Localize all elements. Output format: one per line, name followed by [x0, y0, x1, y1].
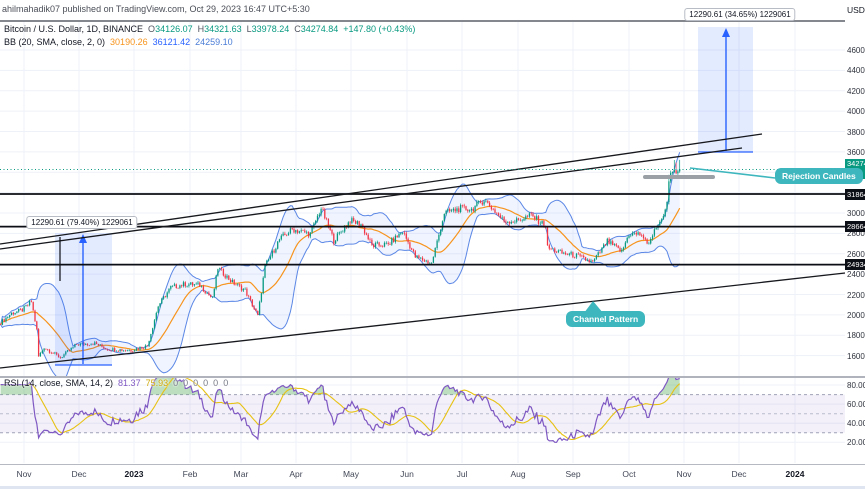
time-axis-label: May — [342, 469, 360, 479]
callout-channel-pattern[interactable]: Channel Pattern — [566, 311, 646, 327]
price-axis-label: 26000 — [847, 249, 865, 259]
time-axis-label: Dec — [731, 469, 747, 479]
price-axis-label: 36000 — [847, 147, 865, 157]
bb-legend[interactable]: BB (20, SMA, close, 2, 0) 30190.26 36121.4… — [4, 37, 233, 47]
rsi-legend[interactable]: RSI (14, close, SMA, 14, 2) 81.37 75.93 0 0 0… — [4, 378, 228, 388]
rsi-title: RSI (14, close, SMA, 14, 2) — [4, 378, 114, 388]
time-axis-label: Sep — [565, 469, 581, 479]
indicator-value: 81.37 — [118, 378, 141, 388]
time-axis-label: Mar — [233, 469, 249, 479]
ohlc-key: C — [294, 24, 301, 34]
current-price-text: 34274.84 — [847, 159, 865, 169]
pane-separator[interactable] — [0, 376, 865, 378]
time-axis-separator — [0, 464, 865, 465]
bb-values: 30190.26 36121.42 24259.10 — [105, 37, 233, 47]
price-axis-label: 42000 — [847, 86, 865, 96]
price-axis-label: 38000 — [847, 127, 865, 137]
published-text: ahilmahadik07 published on TradingView.c… — [2, 4, 310, 14]
time-axis-label: Dec — [71, 469, 87, 479]
ohlc-key: O — [148, 24, 156, 34]
rsi-axis-label: 60.00 — [847, 400, 865, 410]
time-axis-label: Jul — [456, 469, 468, 479]
time-axis-label: Feb — [182, 469, 198, 479]
indicator-value: 75.93 — [145, 378, 169, 388]
level-price-badge: 31864 — [845, 188, 865, 200]
callout-rejection-candles[interactable]: Rejection Candles — [775, 168, 863, 184]
rsi-axis-label: 20.00 — [847, 438, 865, 448]
ohlc-key: H — [197, 24, 205, 34]
price-axis-label: 44000 — [847, 66, 865, 76]
currency-label: USD — [847, 5, 865, 15]
indicator-value: 24259.10 — [195, 37, 233, 47]
time-axis-label: Nov — [16, 469, 32, 479]
time-axis-label: Nov — [676, 469, 692, 479]
ohlc-value: 34126.07 — [155, 24, 193, 34]
price-axis-label: 18000 — [847, 331, 865, 341]
price-axis-label: 20000 — [847, 310, 865, 320]
price-axis-label: 16000 — [847, 351, 865, 361]
price-range-label-right[interactable]: 12290.61 (34.65%) 1229061 — [684, 8, 796, 21]
price-axis-label: 46000 — [847, 46, 865, 55]
symbol-title: Bitcoin / U.S. Dollar, 1D, BINANCE — [4, 24, 144, 34]
rsi-axis-label: 80.00 — [847, 381, 865, 390]
time-axis-label: 2024 — [785, 469, 805, 479]
time-axis-label: Oct — [622, 469, 636, 479]
ohlc-value: 34274.84 — [300, 24, 339, 34]
indicator-value: 0 — [173, 378, 179, 388]
header-separator — [0, 20, 845, 22]
price-axis-label: 40000 — [847, 107, 865, 117]
indicator-value: 0 — [203, 378, 209, 388]
rsi-pane[interactable] — [0, 373, 681, 443]
indicator-value: 36121.42 — [152, 37, 191, 47]
drawing-tools-layer[interactable] — [0, 27, 846, 369]
ohlc-value: 34321.63 — [204, 24, 242, 34]
level-price-badge: 24934 — [845, 259, 865, 271]
change-value: +147.80 (+0.43%) — [343, 24, 416, 34]
time-axis-label: Apr — [289, 469, 303, 479]
time-axis-label: 2023 — [124, 469, 144, 479]
indicator-value: 0 — [223, 378, 229, 388]
ohlc-key: L — [246, 24, 252, 34]
rsi-axis-label: 40.00 — [847, 419, 865, 429]
bottom-edge-strip — [0, 486, 865, 489]
time-axis-label: Aug — [510, 469, 526, 479]
price-axis-label: 28000 — [847, 229, 865, 239]
indicator-value: 0 — [193, 378, 199, 388]
bb-title: BB (20, SMA, close, 2, 0) — [4, 37, 106, 47]
price-axis-label: 22000 — [847, 290, 865, 300]
ohlc-value: 33978.24 — [251, 24, 290, 34]
price-axis-label: 24000 — [847, 270, 865, 280]
rsi-values: 81.37 75.93 0 0 0 0 0 0 — [113, 378, 228, 388]
time-scale[interactable]: Nov Dec 2023 Feb Mar Apr May Jun Jul Aug Sep Oct Nov… — [0, 469, 845, 483]
indicator-value: 0 — [213, 378, 219, 388]
price-range-label-left[interactable]: 12290.61 (79.40%) 1229061 — [26, 216, 138, 229]
indicator-value: 0 — [183, 378, 189, 388]
price-pane[interactable] — [0, 152, 681, 381]
time-axis-label: Jun — [400, 469, 414, 479]
symbol-legend[interactable]: Bitcoin / U.S. Dollar, 1D, BINANCE O34126… — [4, 24, 415, 34]
ohlc-values: O34126.07 H34321.63 L33978.24 C34274.84 +147… — [143, 24, 415, 34]
grid-lines — [0, 22, 845, 463]
level-price-badge: 28664 — [845, 221, 865, 233]
rsi-band — [0, 394, 845, 434]
indicator-value: 30190.26 — [110, 37, 148, 47]
